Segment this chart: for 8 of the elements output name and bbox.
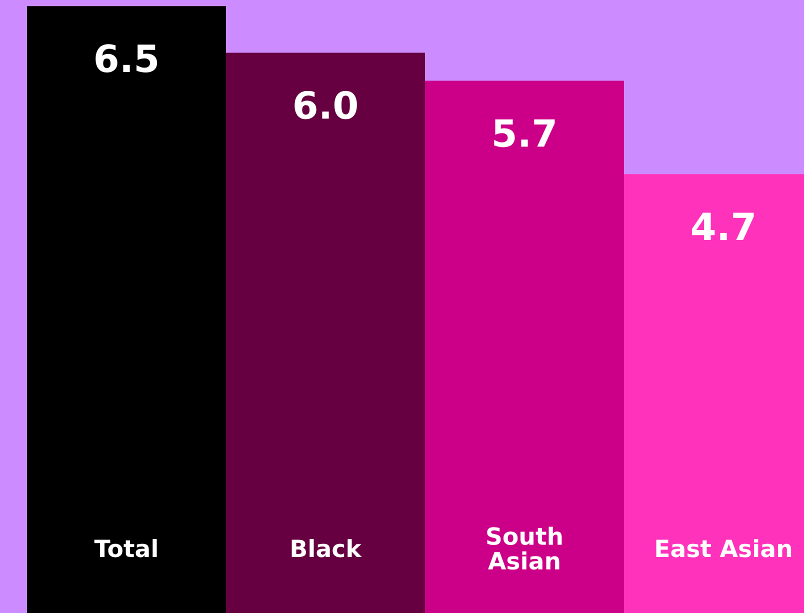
data-label: 6.0: [294, 90, 357, 120]
data-label: 6.5: [96, 44, 158, 73]
data-label: 5.7: [494, 119, 555, 148]
x-tick-label: Black: [292, 539, 362, 558]
x-tick-label: South Asian: [487, 526, 562, 570]
x-tick-label: Total: [94, 539, 157, 558]
x-tick-label: East Asian: [656, 539, 792, 558]
data-label: 4.7: [692, 212, 754, 240]
